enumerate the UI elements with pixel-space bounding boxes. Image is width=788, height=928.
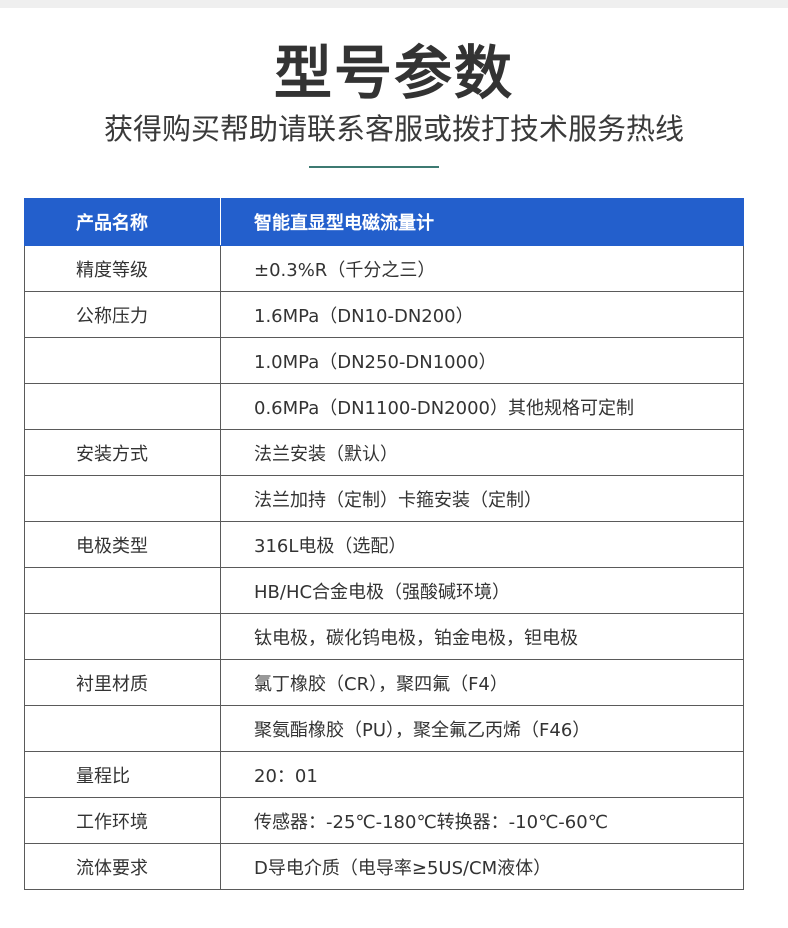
row-key: 精度等级: [24, 245, 221, 292]
row-value: 氯丁橡胶（CR），聚四氟（F4）: [220, 659, 744, 706]
row-value: 20：01: [220, 751, 744, 798]
header-key: 产品名称: [24, 198, 221, 246]
table-row: 公称压力 1.6MPa（DN10-DN200）: [24, 291, 744, 338]
row-key: 工作环境: [24, 797, 221, 844]
row-key: 衬里材质: [24, 659, 221, 706]
row-value: 钛电极，碳化钨电极，铂金电极，钽电极: [220, 613, 744, 660]
page-title: 型号参数: [273, 39, 514, 107]
row-key: 量程比: [24, 751, 221, 798]
row-key: 公称压力: [24, 291, 221, 338]
row-value: 316L电极（选配）: [220, 521, 744, 568]
table-row: 聚氨酯橡胶（PU），聚全氟乙丙烯（F46）: [24, 705, 744, 752]
row-key: 流体要求: [24, 843, 221, 890]
row-value: 法兰安装（默认）: [220, 429, 744, 476]
row-key: 安装方式: [24, 429, 221, 476]
row-key: [24, 337, 221, 384]
table-row: 流体要求 D导电介质（电导率≥5US/CM液体）: [24, 843, 744, 890]
table-row: 精度等级 ±0.3%R（千分之三）: [24, 245, 744, 292]
row-key: [24, 567, 221, 614]
row-value: 聚氨酯橡胶（PU），聚全氟乙丙烯（F46）: [220, 705, 744, 752]
table-row: 法兰加持（定制）卡箍安装（定制）: [24, 475, 744, 522]
table-row: 安装方式 法兰安装（默认）: [24, 429, 744, 476]
table-row: HB/HC合金电极（强酸碱环境）: [24, 567, 744, 614]
row-value: HB/HC合金电极（强酸碱环境）: [220, 567, 744, 614]
row-key: 电极类型: [24, 521, 221, 568]
page-subtitle: 获得购买帮助请联系客服或拨打技术服务热线: [103, 112, 684, 146]
row-key: [24, 705, 221, 752]
row-key: [24, 383, 221, 430]
row-value: 1.6MPa（DN10-DN200）: [220, 291, 744, 338]
table-row: 钛电极，碳化钨电极，铂金电极，钽电极: [24, 613, 744, 660]
row-value: 传感器：-25℃-180℃转换器：-10℃-60℃: [220, 797, 744, 844]
header-value: 智能直显型电磁流量计: [220, 198, 744, 246]
row-key: [24, 475, 221, 522]
table-header-row: 产品名称 智能直显型电磁流量计: [24, 198, 744, 246]
row-value: 1.0MPa（DN250-DN1000）: [220, 337, 744, 384]
divider: [309, 166, 439, 168]
row-key: [24, 613, 221, 660]
table-row: 电极类型 316L电极（选配）: [24, 521, 744, 568]
table-row: 量程比 20：01: [24, 751, 744, 798]
row-value: D导电介质（电导率≥5US/CM液体）: [220, 843, 744, 890]
row-value: 法兰加持（定制）卡箍安装（定制）: [220, 475, 744, 522]
table-row: 衬里材质 氯丁橡胶（CR），聚四氟（F4）: [24, 659, 744, 706]
table-row: 1.0MPa（DN250-DN1000）: [24, 337, 744, 384]
row-value: 0.6MPa（DN1100-DN2000）其他规格可定制: [220, 383, 744, 430]
table-row: 工作环境 传感器：-25℃-180℃转换器：-10℃-60℃: [24, 797, 744, 844]
spec-table: 产品名称 智能直显型电磁流量计 精度等级 ±0.3%R（千分之三） 公称压力 1.6M…: [24, 198, 744, 890]
table-row: 0.6MPa（DN1100-DN2000）其他规格可定制: [24, 383, 744, 430]
top-band: [0, 0, 788, 8]
row-value: ±0.3%R（千分之三）: [220, 245, 744, 292]
